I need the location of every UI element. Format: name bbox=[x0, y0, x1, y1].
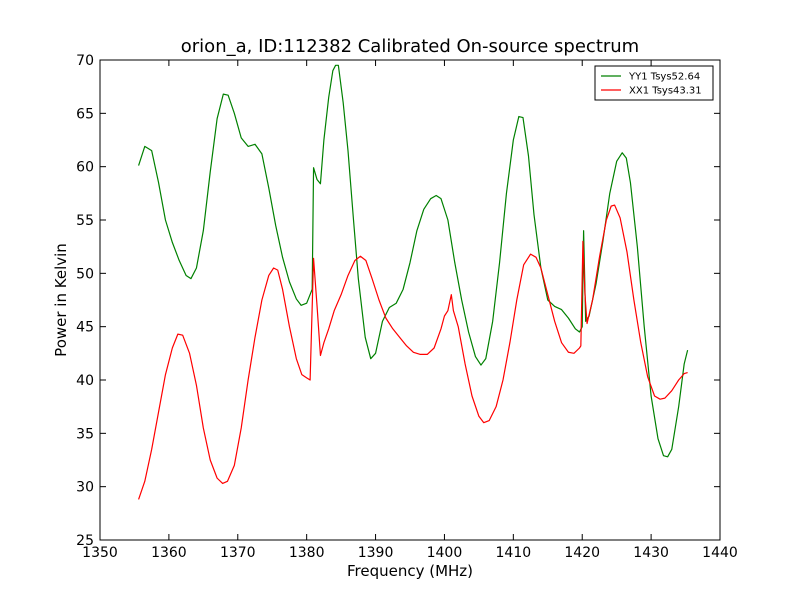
x-axis-ticks: 1350 1360 1370 1380 1390 1400 1410 1420 1430 1440 bbox=[82, 60, 738, 561]
x-tick-label: 1390 bbox=[358, 545, 394, 561]
y-tick-label: 50 bbox=[76, 266, 94, 282]
chart-title: orion_a, ID:112382 Calibrated On-source … bbox=[181, 36, 639, 57]
x-tick-label: 1380 bbox=[289, 545, 325, 561]
y-tick-label: 60 bbox=[76, 160, 94, 176]
y-tick-label: 65 bbox=[76, 106, 94, 122]
y-axis-label: Power in Kelvin bbox=[52, 243, 70, 357]
y-tick-label: 70 bbox=[76, 53, 94, 69]
y-tick-label: 45 bbox=[76, 320, 94, 336]
y-tick-label: 25 bbox=[76, 533, 94, 549]
legend-label-xx1: XX1 Tsys43.31 bbox=[629, 86, 702, 97]
plot-frame bbox=[99, 59, 721, 541]
x-tick-label: 1440 bbox=[702, 545, 738, 561]
y-tick-label: 35 bbox=[76, 426, 94, 442]
x-tick-label: 1350 bbox=[82, 545, 118, 561]
y-tick-label: 40 bbox=[76, 373, 94, 389]
series-line-xx1 bbox=[138, 204, 688, 500]
legend: YY1 Tsys52.64 XX1 Tsys43.31 bbox=[594, 65, 714, 101]
x-tick-label: 1360 bbox=[151, 545, 187, 561]
x-tick-label: 1420 bbox=[564, 545, 600, 561]
y-tick-label: 55 bbox=[76, 213, 94, 229]
x-tick-label: 1410 bbox=[496, 545, 532, 561]
y-tick-label: 30 bbox=[76, 480, 94, 496]
legend-label-yy1: YY1 Tsys52.64 bbox=[628, 72, 700, 83]
legend-box bbox=[594, 65, 714, 101]
x-tick-label: 1430 bbox=[633, 545, 669, 561]
x-axis-label: Frequency (MHz) bbox=[347, 562, 473, 580]
y-axis-ticks: 25 30 35 40 45 50 55 60 65 70 bbox=[76, 53, 720, 549]
plot-lines bbox=[138, 64, 689, 500]
x-tick-label: 1370 bbox=[220, 545, 256, 561]
x-tick-label: 1400 bbox=[427, 545, 463, 561]
series-line-yy1 bbox=[138, 64, 689, 458]
